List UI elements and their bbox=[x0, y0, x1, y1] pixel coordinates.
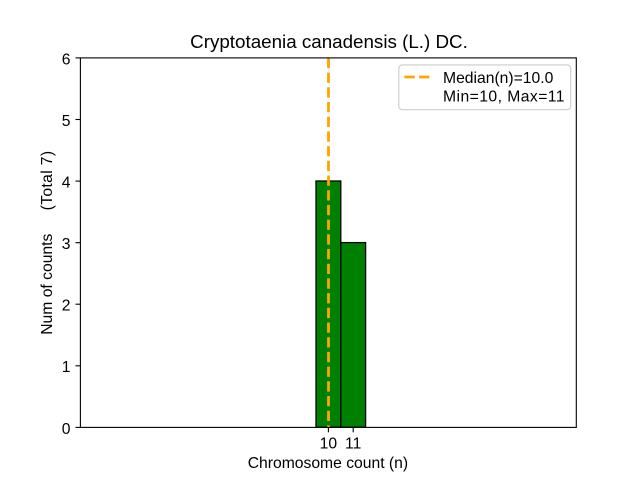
svg-text:6: 6 bbox=[62, 51, 71, 68]
svg-text:11: 11 bbox=[345, 436, 361, 453]
svg-text:2: 2 bbox=[62, 298, 71, 315]
svg-text:5: 5 bbox=[62, 113, 71, 130]
svg-text:4: 4 bbox=[62, 175, 71, 192]
svg-text:Num of counts: Num of counts bbox=[39, 233, 56, 334]
svg-text:10: 10 bbox=[320, 436, 338, 453]
svg-text:Chromosome count (n): Chromosome count (n) bbox=[248, 455, 408, 472]
svg-text:Cryptotaenia canadensis (L.) D: Cryptotaenia canadensis (L.) DC. bbox=[190, 31, 468, 52]
svg-text:3: 3 bbox=[62, 236, 71, 253]
svg-text:Min=10, Max=11: Min=10, Max=11 bbox=[443, 89, 565, 106]
svg-text:(Total 7): (Total 7) bbox=[39, 151, 56, 211]
svg-text:1: 1 bbox=[62, 359, 71, 376]
svg-text:Median(n)=10.0: Median(n)=10.0 bbox=[443, 70, 554, 87]
svg-text:0: 0 bbox=[62, 421, 71, 438]
